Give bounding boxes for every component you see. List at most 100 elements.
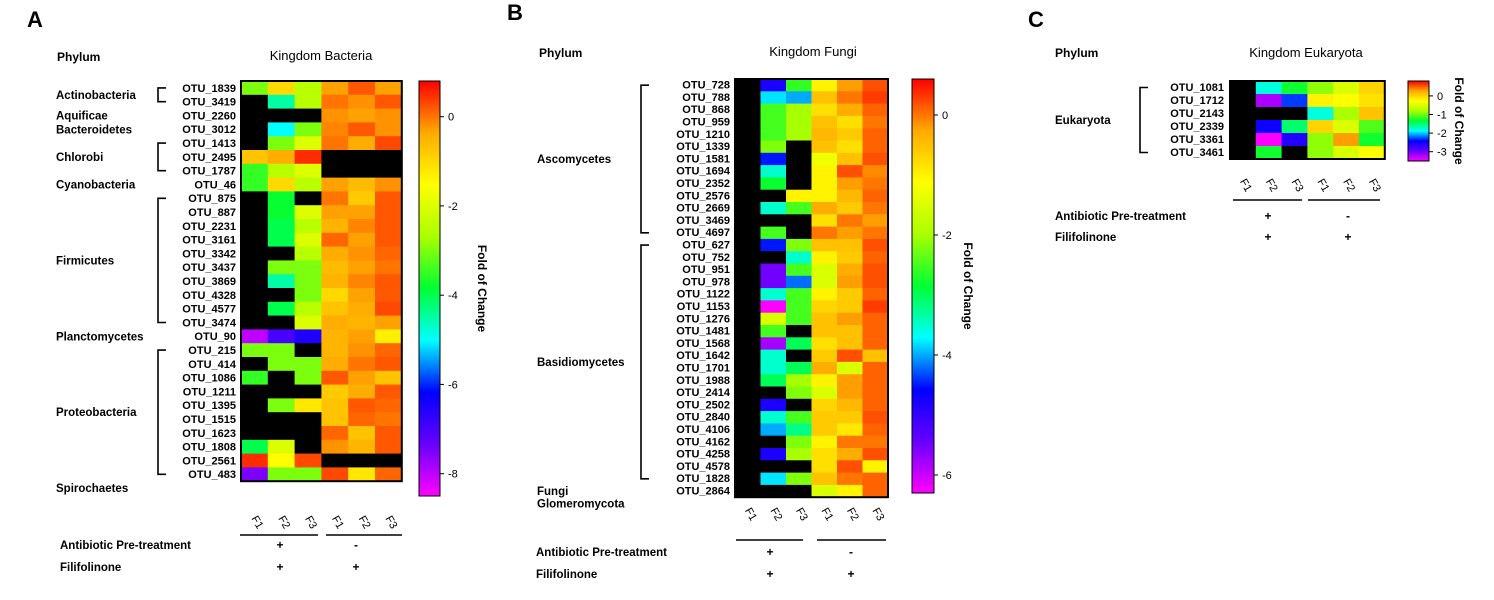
row-label: OTU_3161	[182, 235, 236, 247]
heatmap-cell	[375, 274, 403, 289]
column-label: F2	[1340, 177, 1357, 194]
heatmap-cell	[241, 467, 269, 482]
row-label: OTU_978	[682, 276, 730, 288]
heatmap-cell	[1230, 120, 1257, 134]
row-label: OTU_1623	[182, 428, 236, 440]
heatmap-cell	[837, 128, 863, 141]
panel-eukaryota: Phylum Kingdom Eukaryota OTU_1081OTU_171…	[1055, 45, 1466, 244]
heatmap-cell	[1333, 133, 1360, 147]
heatmap-cell	[837, 325, 863, 338]
heatmap-cell	[321, 94, 349, 109]
heatmap-cell	[321, 439, 349, 454]
heatmap-cell	[837, 460, 863, 473]
heatmap-cell	[294, 94, 322, 109]
row-label: OTU_1395	[182, 400, 236, 412]
treatment-mark: -	[849, 545, 853, 559]
heatmap-cell	[375, 439, 403, 454]
heatmap-cell	[811, 448, 838, 461]
heatmap-cell	[241, 260, 269, 275]
phylum-label: Ascomycetes	[537, 154, 611, 166]
heatmap-cell	[375, 232, 403, 247]
heatmap-cell	[786, 251, 812, 264]
heatmap-cell	[760, 448, 787, 461]
row-label: OTU_951	[682, 264, 730, 276]
heatmap-cell	[862, 263, 889, 277]
heatmap-cell	[786, 349, 812, 363]
heatmap-cell	[241, 343, 269, 358]
heatmap-cell	[760, 325, 787, 338]
heatmap-cell	[321, 191, 349, 206]
heatmap-cell	[786, 386, 812, 400]
heatmap-cell	[241, 94, 269, 109]
heatmap-cell	[760, 423, 787, 437]
heatmap-cell	[786, 312, 812, 326]
heatmap-cell	[375, 177, 403, 192]
heatmap-cell	[862, 448, 889, 461]
phylum-label: Eukaryota	[1055, 115, 1111, 127]
heatmap-cell	[735, 386, 761, 400]
heatmap-cell	[811, 202, 838, 215]
heatmap-cell	[267, 370, 295, 385]
row-label: OTU_2414	[676, 387, 731, 399]
heatmap-cell	[837, 251, 863, 264]
heatmap-cell	[321, 453, 349, 468]
heatmap-cell	[294, 136, 322, 151]
treatment-mark: +	[276, 560, 283, 574]
row-label: OTU_3012	[182, 124, 236, 136]
heatmap-cell	[348, 122, 376, 137]
row-label: OTU_1276	[676, 313, 730, 325]
heatmap-cell	[348, 274, 376, 289]
colorbar-label: Fold of Change	[961, 242, 975, 330]
heatmap-cell	[811, 189, 838, 203]
heatmap-cell	[837, 189, 863, 203]
phylum-header: Phylum	[539, 46, 582, 60]
heatmap-cell	[241, 439, 269, 454]
heatmap-cell	[862, 484, 889, 498]
heatmap-cell	[786, 214, 812, 227]
heatmap-cell	[862, 386, 889, 400]
heatmap-cell	[760, 202, 787, 215]
heatmap-cell	[294, 384, 322, 399]
heatmap-cell	[760, 275, 787, 289]
heatmap-cell	[862, 435, 889, 449]
heatmap-cell	[862, 140, 889, 154]
heatmap-cell	[735, 226, 761, 240]
row-label: OTU_2561	[182, 455, 236, 467]
row-label: OTU_1808	[182, 442, 236, 454]
heatmap-cell	[348, 191, 376, 206]
heatmap-cell	[862, 79, 889, 92]
colorbar-tick-label: -3	[1437, 147, 1447, 159]
heatmap-cell	[786, 202, 812, 215]
panel-fungi: Phylum Kingdom Fungi OTU_728OTU_788OTU_8…	[536, 44, 975, 581]
heatmap-cell	[811, 312, 838, 326]
heatmap-cell	[811, 472, 838, 486]
heatmap-cell	[862, 398, 889, 412]
heatmap-cell	[348, 357, 376, 372]
heatmap-cell	[375, 191, 403, 206]
heatmap-cell	[786, 484, 812, 498]
heatmap-cell	[760, 374, 787, 387]
heatmap-cell	[241, 412, 269, 427]
heatmap-cell	[760, 128, 787, 141]
heatmap-cell	[837, 214, 863, 227]
phylum-label: Aquificae	[56, 111, 108, 123]
heatmap-cell	[735, 91, 761, 104]
chart-title: Kingdom Bacteria	[270, 48, 373, 63]
heatmap-cell	[862, 91, 889, 104]
heatmap-cell	[760, 361, 787, 375]
column-label: F1	[1314, 177, 1331, 194]
heatmap-cell	[1359, 94, 1386, 108]
heatmap-cell	[1307, 120, 1334, 134]
row-label: OTU_2231	[182, 221, 236, 233]
row-label: OTU_1694	[676, 166, 731, 178]
phylum-label: Firmicutes	[56, 255, 114, 267]
row-label: OTU_1122	[677, 289, 730, 301]
heatmap-cell	[735, 165, 761, 178]
heatmap-cell	[760, 214, 787, 227]
colorbar-tick-label: -4	[942, 350, 952, 362]
panel-letter-b: B	[507, 0, 523, 25]
heatmap-cell	[786, 189, 812, 203]
heatmap-cell	[735, 325, 761, 338]
heatmap-cell	[786, 472, 812, 486]
heatmap-cell	[837, 91, 863, 104]
